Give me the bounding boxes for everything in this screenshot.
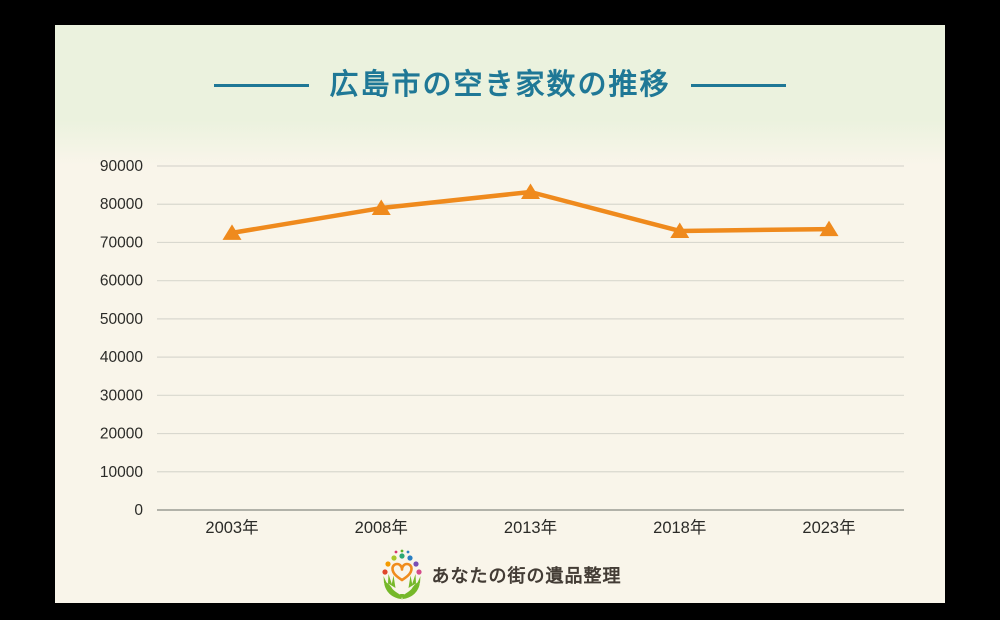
y-axis-label: 90000 [100, 158, 143, 175]
data-point-marker [371, 199, 391, 216]
chart-card: 広島市の空き家数の推移 0 10000 20000 30000 40000 50000 60… [55, 25, 945, 603]
line-chart: 0 10000 20000 30000 40000 50000 60000 70000 8000… [100, 158, 904, 537]
y-axis-label: 60000 [100, 273, 143, 290]
x-axis-label: 2013年 [504, 518, 557, 537]
x-axis-label: 2018年 [653, 518, 706, 537]
y-axis-label: 50000 [100, 311, 143, 328]
y-axis-label: 70000 [100, 234, 143, 251]
data-point-marker [670, 222, 690, 238]
y-axis-label: 40000 [100, 349, 143, 366]
y-axis-label: 0 [134, 502, 143, 519]
y-axis-label: 10000 [100, 464, 143, 481]
logo-dots-arc [381, 549, 422, 575]
data-point-marker [521, 183, 540, 199]
chart-header: 広島市の空き家数の推移 [55, 71, 945, 100]
logo-hands-icon [383, 574, 420, 600]
x-axis-label: 2023年 [802, 518, 855, 537]
logo-text: あなたの街の遺品整理 [431, 566, 622, 586]
title-decoration-line-right [690, 84, 786, 87]
y-axis-label: 80000 [100, 196, 143, 213]
data-point-marker [819, 220, 839, 237]
page-title: 広島市の空き家数の推移 [329, 69, 671, 101]
title-decoration-line-left [214, 84, 310, 87]
logo-heart-icon [390, 562, 413, 582]
logo-mark-icon [381, 549, 422, 600]
x-axis-label: 2003年 [205, 518, 258, 537]
x-axis-label: 2008年 [355, 518, 408, 537]
y-axis-label: 30000 [100, 387, 143, 404]
y-axis-label: 20000 [100, 426, 143, 443]
logo: あなたの街の遺品整理 [55, 549, 945, 601]
data-point-marker [222, 224, 242, 240]
